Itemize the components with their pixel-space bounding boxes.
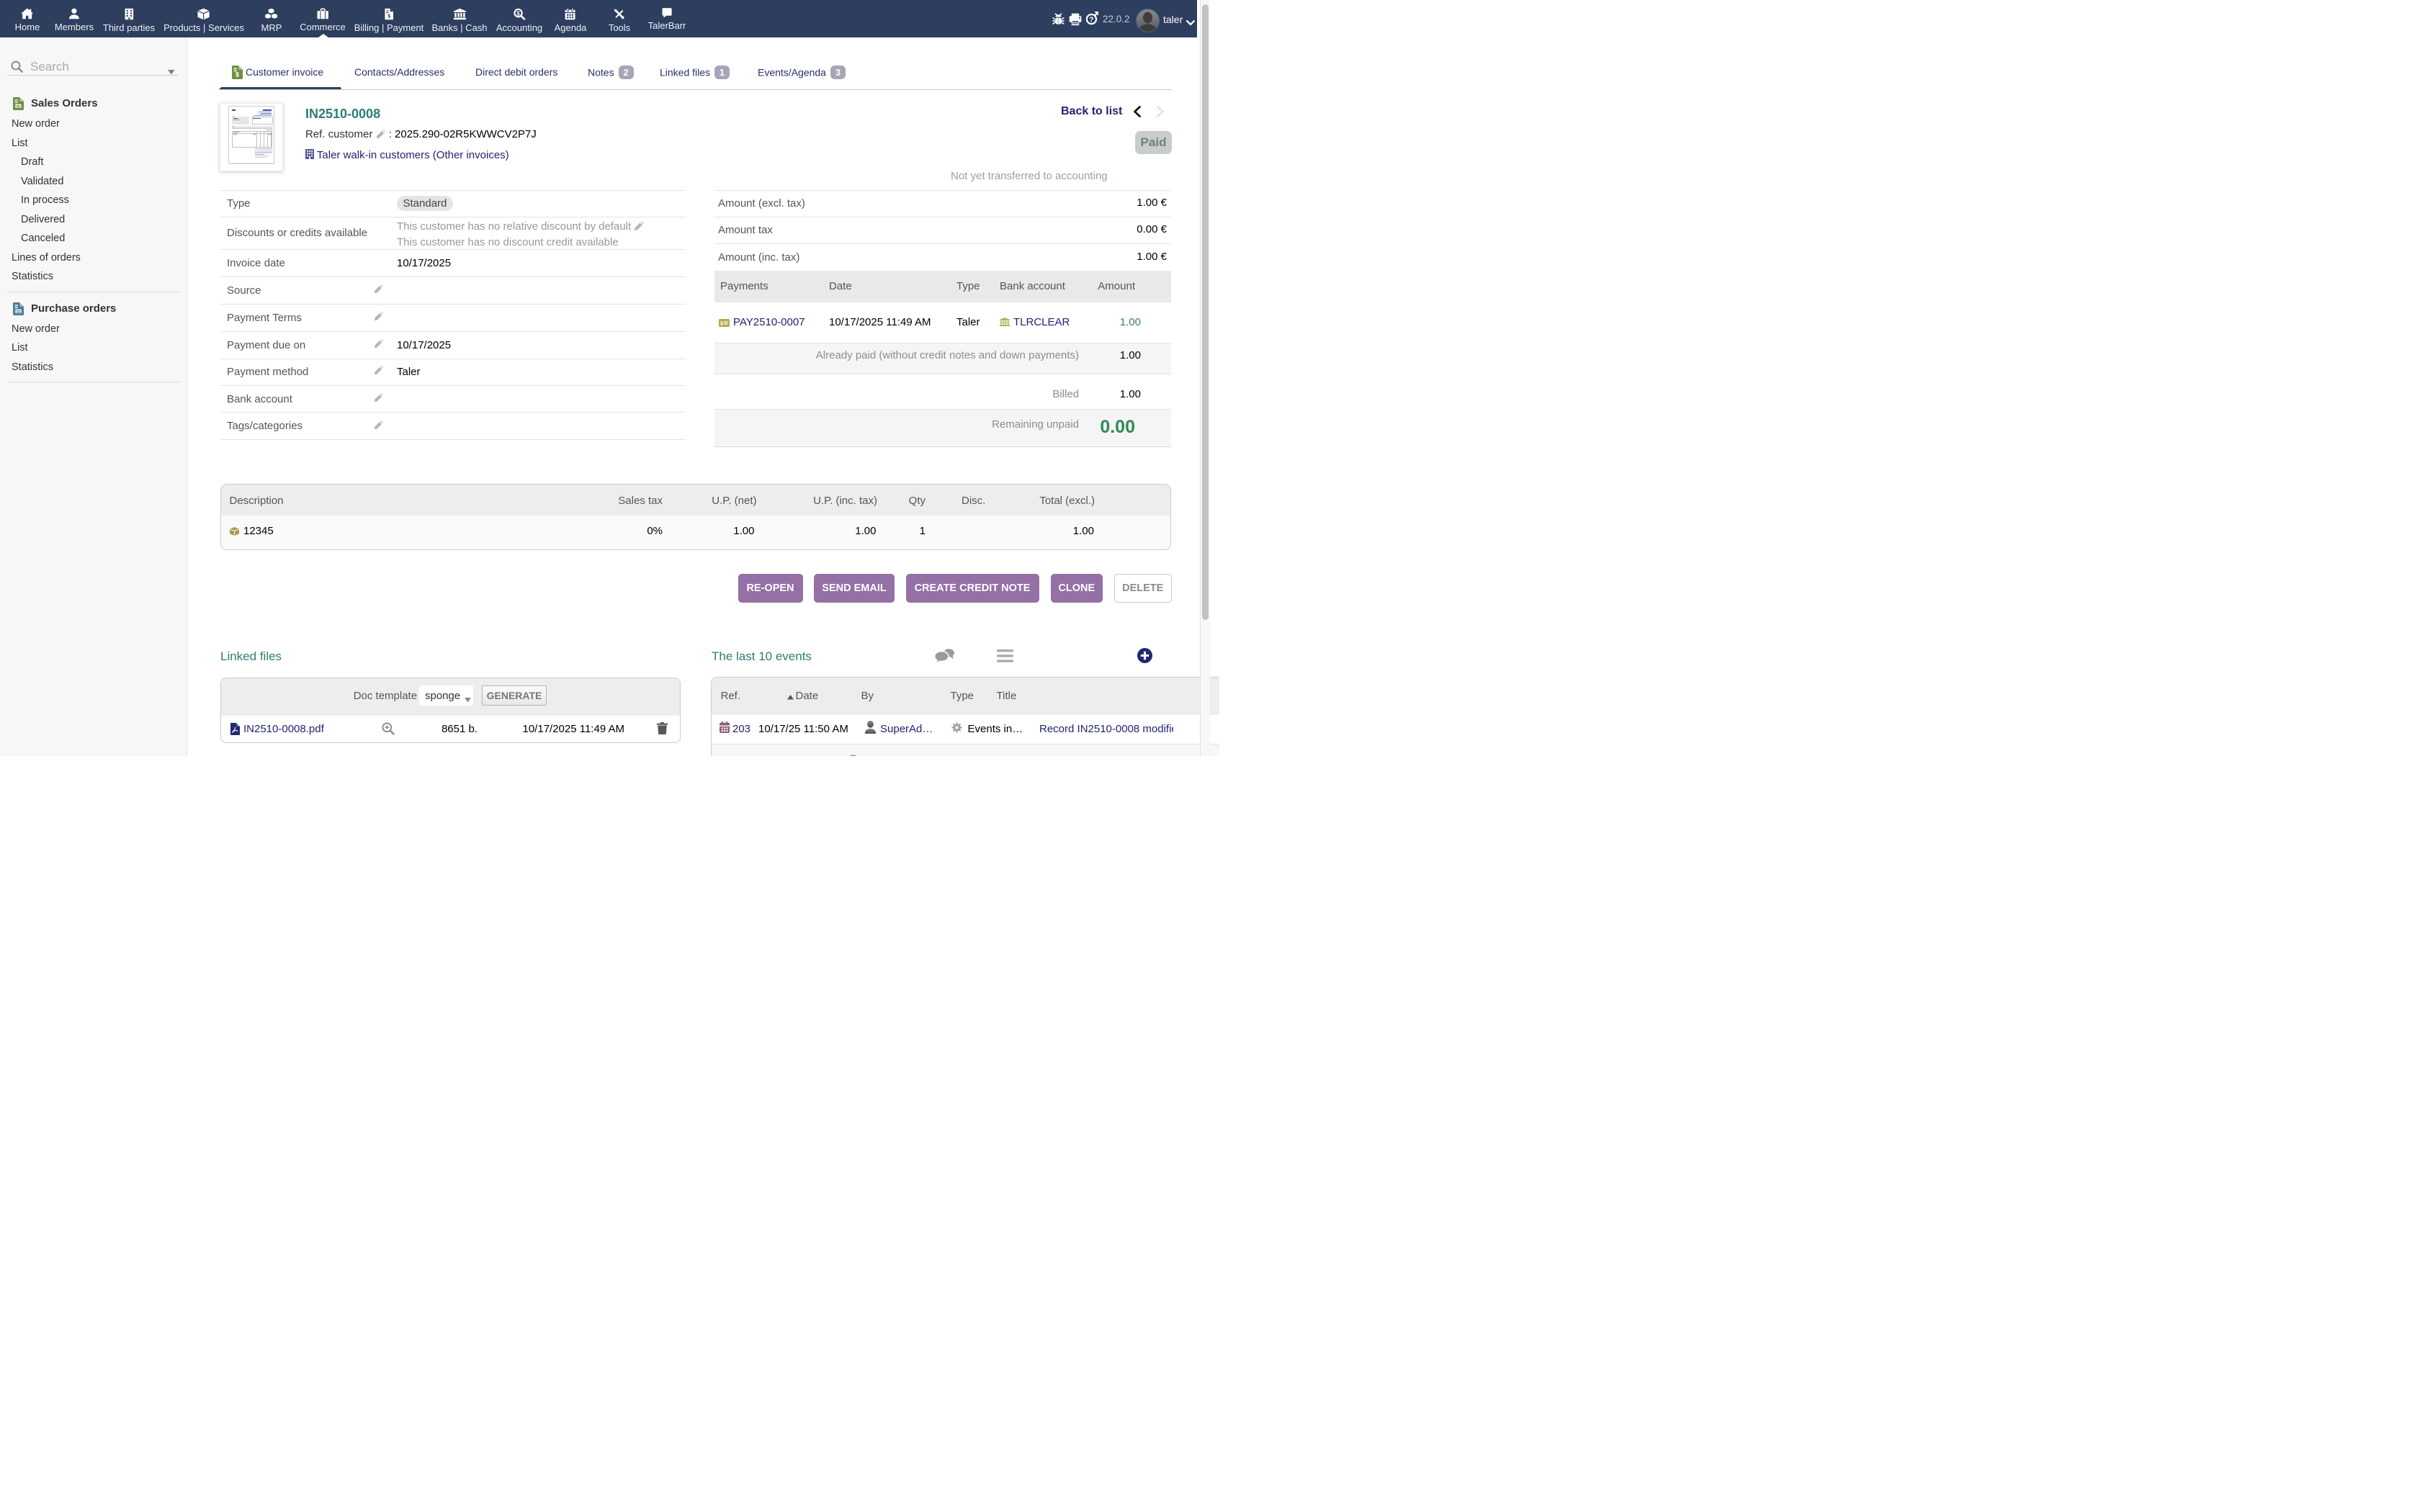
svg-text:$: $: [516, 10, 520, 17]
svg-text:$: $: [236, 71, 239, 78]
svg-text:$: $: [720, 320, 724, 326]
svg-text:?: ?: [1089, 16, 1093, 24]
svg-text:$: $: [387, 13, 391, 19]
